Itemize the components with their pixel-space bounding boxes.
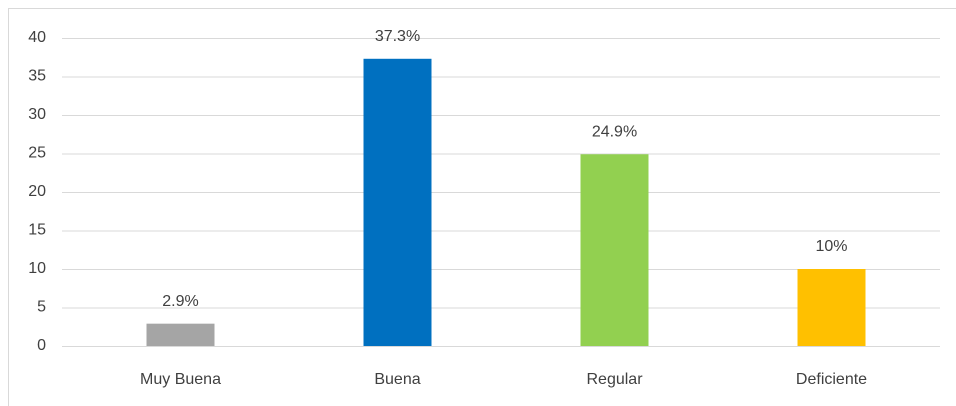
value-label: 10% bbox=[815, 238, 847, 255]
x-tick-label: Buena bbox=[374, 371, 420, 388]
value-label: 2.9% bbox=[162, 293, 198, 310]
bar bbox=[146, 323, 215, 346]
y-tick-label: 20 bbox=[28, 183, 46, 200]
y-tick-label: 35 bbox=[28, 68, 46, 85]
y-tick-label: 30 bbox=[28, 106, 46, 123]
y-tick-label: 10 bbox=[28, 260, 46, 277]
y-tick-label: 15 bbox=[28, 222, 46, 239]
bar bbox=[797, 269, 866, 346]
y-tick-label: 5 bbox=[37, 299, 46, 316]
x-tick-label: Deficiente bbox=[796, 371, 867, 388]
value-label: 24.9% bbox=[592, 123, 637, 140]
y-tick-label: 0 bbox=[37, 337, 46, 354]
y-tick-label: 40 bbox=[28, 29, 46, 46]
chart-border bbox=[8, 8, 956, 406]
value-label: 37.3% bbox=[375, 28, 420, 45]
x-tick-label: Muy Buena bbox=[140, 371, 221, 388]
bar bbox=[580, 154, 649, 346]
y-tick-label: 25 bbox=[28, 145, 46, 162]
bar bbox=[363, 58, 432, 346]
x-tick-label: Regular bbox=[586, 371, 643, 388]
